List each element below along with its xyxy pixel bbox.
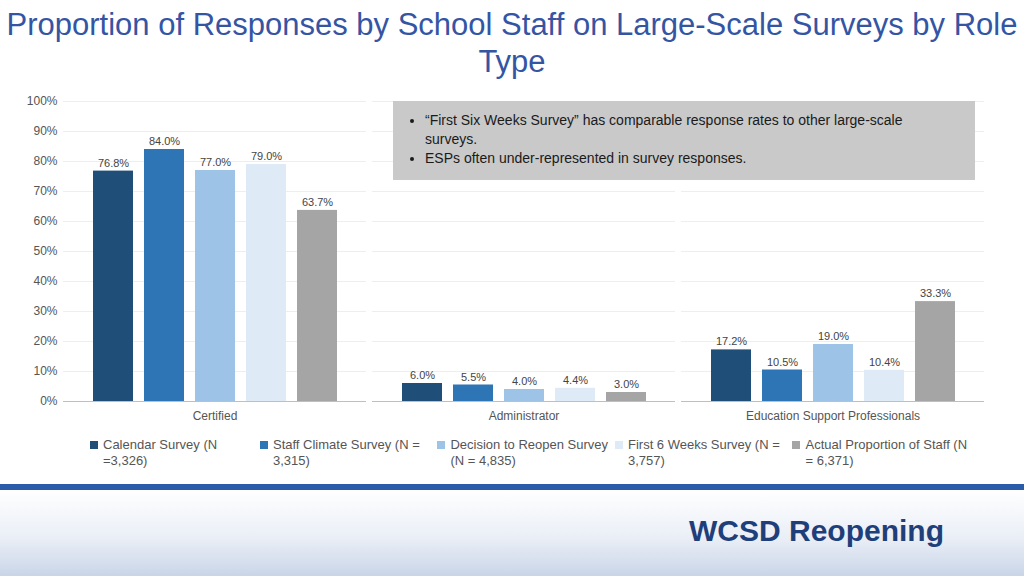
svg-text:63.7%: 63.7% bbox=[302, 196, 333, 208]
svg-text:Certified: Certified bbox=[193, 409, 238, 423]
html-text:ESPs often under-represented i: ESPs often under-represented in survey r… bbox=[425, 150, 747, 166]
svg-text:Education Support Professional: Education Support Professionals bbox=[746, 409, 920, 423]
svg-text:50%: 50% bbox=[33, 244, 57, 258]
svg-text:3.0%: 3.0% bbox=[614, 378, 639, 390]
svg-text:5.5%: 5.5% bbox=[461, 371, 486, 383]
svg-text:79.0%: 79.0% bbox=[251, 150, 282, 162]
svg-text:84.0%: 84.0% bbox=[149, 135, 180, 147]
svg-text:80%: 80% bbox=[33, 154, 57, 168]
svg-text:4.0%: 4.0% bbox=[512, 375, 537, 387]
html-text:Proportion of Responses by Sch: Proportion of Responses by School Staff … bbox=[6, 7, 1018, 79]
svg-text:Administrator: Administrator bbox=[489, 409, 560, 423]
svg-text:76.8%: 76.8% bbox=[98, 157, 129, 169]
svg-text:10.5%: 10.5% bbox=[767, 356, 798, 368]
html-text:Calendar Survey (N =3,326): Calendar Survey (N =3,326) bbox=[103, 437, 218, 468]
svg-text:10.4%: 10.4% bbox=[869, 356, 900, 368]
svg-text:90%: 90% bbox=[33, 124, 57, 138]
svg-text:33.3%: 33.3% bbox=[920, 287, 951, 299]
svg-text:6.0%: 6.0% bbox=[410, 369, 435, 381]
svg-text:30%: 30% bbox=[33, 304, 57, 318]
svg-text:20%: 20% bbox=[33, 334, 57, 348]
svg-text:60%: 60% bbox=[33, 214, 57, 228]
html-text:Actual Proportion of Staff (N: Actual Proportion of Staff (N = 6,371) bbox=[805, 437, 968, 468]
svg-text:19.0%: 19.0% bbox=[818, 330, 849, 342]
svg-text:10%: 10% bbox=[33, 364, 57, 378]
svg-text:70%: 70% bbox=[33, 184, 57, 198]
html-text:“First Six Weeks Survey” has c: “First Six Weeks Survey” has comparable … bbox=[425, 112, 903, 147]
html-text:WCSD Reopening: WCSD Reopening bbox=[689, 514, 944, 547]
svg-text:40%: 40% bbox=[33, 274, 57, 288]
html-text:First 6 Weeks Survey (N = 3,75: First 6 Weeks Survey (N = 3,757) bbox=[628, 437, 780, 468]
html-text:Staff Climate Survey (N = 3,31: Staff Climate Survey (N = 3,315) bbox=[273, 437, 420, 468]
svg-text:17.2%: 17.2% bbox=[716, 335, 747, 347]
svg-text:77.0%: 77.0% bbox=[200, 156, 231, 168]
svg-text:100%: 100% bbox=[27, 94, 58, 108]
html-text:Decision to Reopen Survey (N =: Decision to Reopen Survey (N = 4,835) bbox=[450, 437, 608, 468]
svg-text:0%: 0% bbox=[40, 394, 58, 408]
svg-text:4.4%: 4.4% bbox=[563, 374, 588, 386]
